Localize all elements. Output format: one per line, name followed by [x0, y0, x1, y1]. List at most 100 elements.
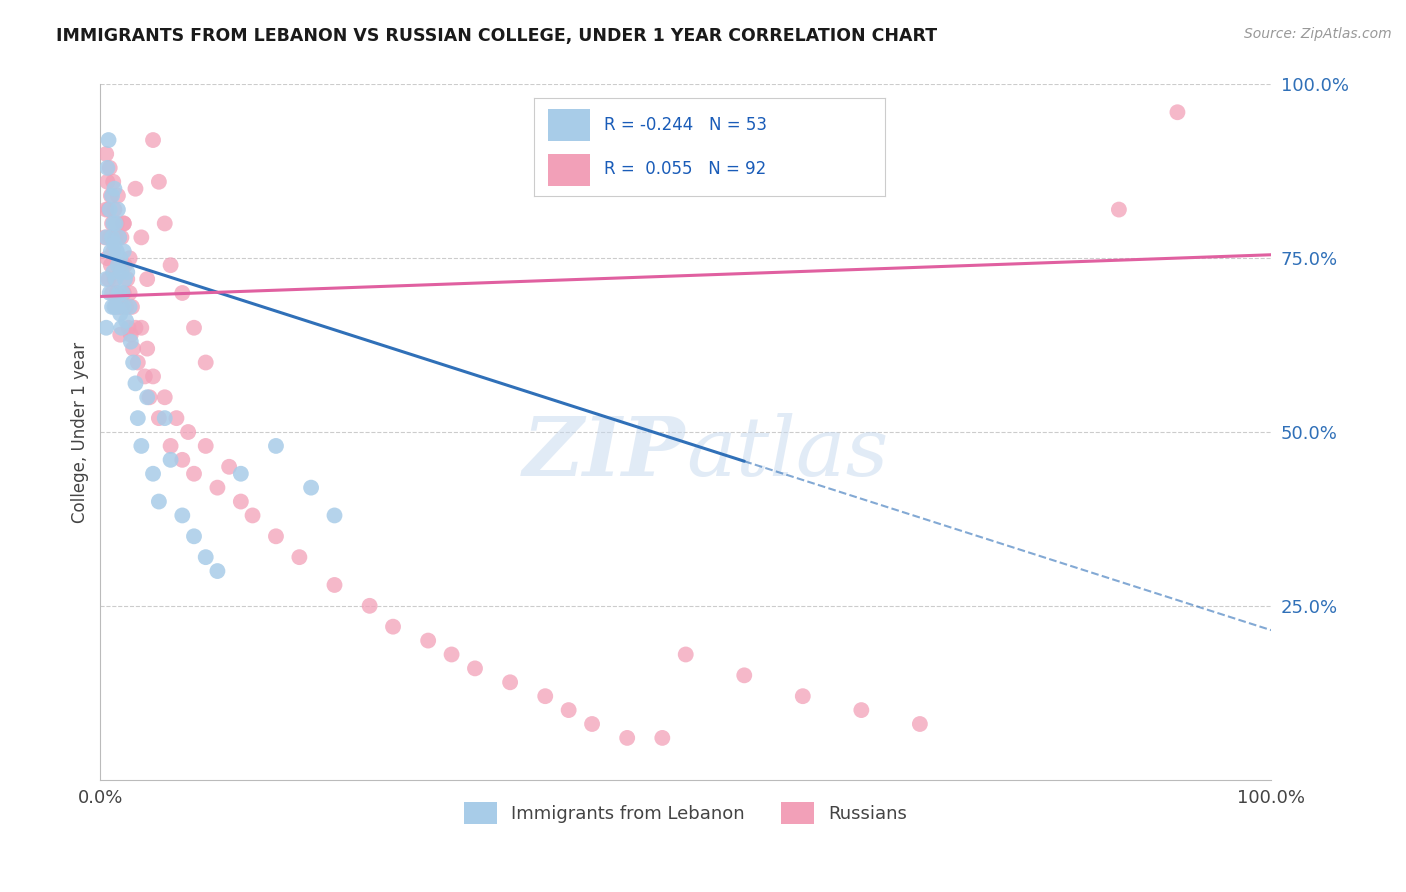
Point: [103, 237, 125, 252]
Point: [194, 550, 217, 565]
Point: [107, 202, 129, 217]
Point: [207, 481, 229, 495]
Point: [131, 320, 153, 334]
Point: [105, 217, 128, 231]
Point: [499, 675, 522, 690]
Point: [98, 285, 121, 300]
Point: [207, 564, 229, 578]
Point: [534, 689, 557, 703]
Point: [134, 369, 156, 384]
Point: [177, 425, 200, 439]
Point: [101, 217, 124, 231]
Point: [124, 320, 146, 334]
Point: [103, 300, 125, 314]
Point: [183, 529, 205, 543]
Point: [142, 467, 165, 481]
Point: [103, 265, 125, 279]
Point: [110, 300, 132, 314]
Point: [153, 411, 176, 425]
Point: [108, 300, 131, 314]
Point: [124, 376, 146, 391]
Point: [98, 230, 121, 244]
Point: [908, 717, 931, 731]
Point: [112, 244, 135, 259]
Point: [264, 529, 287, 543]
Point: [172, 453, 194, 467]
Point: [112, 217, 135, 231]
Point: [172, 508, 194, 523]
Point: [117, 265, 139, 279]
Point: [148, 494, 170, 508]
Point: [108, 230, 131, 244]
Point: [616, 731, 638, 745]
Text: ZIP: ZIP: [523, 413, 686, 493]
Point: [103, 244, 125, 259]
Point: [112, 285, 135, 300]
Legend: Immigrants from Lebanon, Russians: Immigrants from Lebanon, Russians: [456, 793, 915, 833]
Point: [288, 550, 311, 565]
Point: [104, 272, 127, 286]
Point: [101, 230, 124, 244]
Point: [242, 508, 264, 523]
Point: [101, 285, 124, 300]
Point: [100, 244, 122, 259]
Point: [122, 355, 145, 369]
Point: [159, 439, 181, 453]
Point: [114, 272, 136, 286]
Point: [97, 272, 120, 286]
Point: [229, 467, 252, 481]
Point: [110, 230, 132, 244]
Point: [229, 494, 252, 508]
Point: [103, 175, 125, 189]
Point: [96, 230, 118, 244]
Point: [183, 320, 205, 334]
Point: [121, 300, 143, 314]
Y-axis label: College, Under 1 year: College, Under 1 year: [72, 342, 89, 523]
Point: [127, 355, 149, 369]
Point: [136, 272, 159, 286]
Point: [110, 258, 132, 272]
Point: [651, 731, 673, 745]
Point: [172, 285, 194, 300]
Point: [105, 244, 128, 259]
Point: [97, 133, 120, 147]
Point: [110, 307, 132, 321]
Point: [96, 147, 118, 161]
Point: [118, 300, 141, 314]
Point: [103, 182, 125, 196]
Point: [138, 390, 160, 404]
Point: [1108, 202, 1130, 217]
Point: [218, 459, 240, 474]
Point: [359, 599, 381, 613]
Point: [124, 182, 146, 196]
Point: [96, 251, 118, 265]
Point: [96, 161, 118, 175]
Point: [96, 175, 118, 189]
Point: [131, 439, 153, 453]
Point: [136, 390, 159, 404]
Point: [115, 300, 138, 314]
Point: [418, 633, 440, 648]
Point: [194, 355, 217, 369]
Point: [159, 258, 181, 272]
Point: [120, 327, 142, 342]
Point: [108, 285, 131, 300]
Point: [323, 578, 346, 592]
Point: [122, 342, 145, 356]
Point: [851, 703, 873, 717]
Point: [96, 320, 118, 334]
Point: [107, 258, 129, 272]
Point: [142, 369, 165, 384]
Point: [153, 217, 176, 231]
Point: [114, 258, 136, 272]
Point: [108, 230, 131, 244]
Point: [117, 320, 139, 334]
Point: [100, 188, 122, 202]
Point: [159, 453, 181, 467]
Point: [101, 300, 124, 314]
Point: [733, 668, 755, 682]
Point: [464, 661, 486, 675]
Point: [101, 188, 124, 202]
Point: [107, 258, 129, 272]
Point: [97, 202, 120, 217]
